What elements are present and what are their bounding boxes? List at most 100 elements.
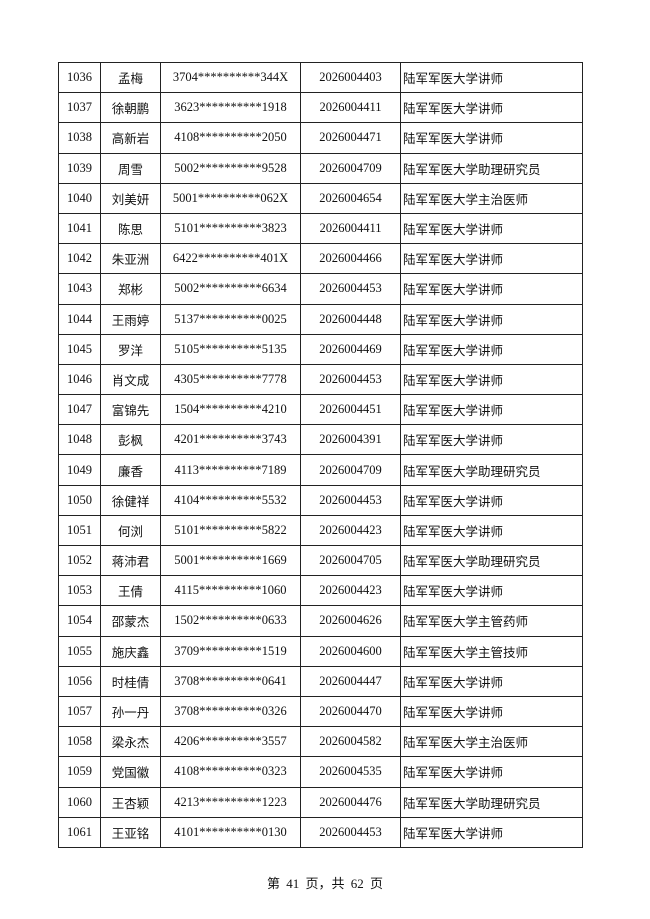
table-row: 1047 富锦先 1504**********4210 2026004451 陆军军医大… [58,394,583,426]
row-number-cell: 1041 [58,212,101,245]
name-cell: 何浏 [100,514,161,547]
name-cell: 廉香 [100,454,161,486]
name-cell: 高新岩 [100,122,161,154]
table-row: 1054 邵蒙杰 1502**********0633 2026004626 陆军军医大… [58,605,583,637]
row-number-cell: 1037 [58,92,101,124]
position-title-cell: 陆军军医大学讲师 [400,665,583,697]
position-title-cell: 陆军军医大学讲师 [400,303,583,335]
row-number-cell: 1043 [58,273,101,305]
page-footer: 第 41 页，共 62 页 [266,876,383,891]
position-title-cell: 陆军军医大学讲师 [400,424,583,456]
id-number-cell: 4101**********0130 [160,816,301,848]
position-code-cell: 2026004469 [300,333,401,365]
position-code-cell: 2026004476 [300,786,401,818]
name-cell: 周雪 [100,152,161,184]
position-code-cell: 2026004453 [300,484,401,516]
name-cell: 孙一丹 [100,695,161,728]
row-number-cell: 1042 [58,243,101,275]
position-title-cell: 陆军军医大学讲师 [400,484,583,516]
position-code-cell: 2026004471 [300,122,401,154]
name-cell: 王倩 [100,575,161,607]
name-cell: 罗洋 [100,333,161,365]
position-code-cell: 2026004709 [300,152,401,184]
table-row: 1038 高新岩 4108**********2050 2026004471 陆军军医大… [58,122,583,154]
position-code-cell: 2026004403 [300,61,401,94]
position-code-cell: 2026004470 [300,695,401,728]
row-number-cell: 1039 [58,152,101,184]
position-title-cell: 陆军军医大学助理研究员 [400,152,583,184]
position-code-cell: 2026004626 [300,605,401,637]
id-number-cell: 3708**********0326 [160,695,301,728]
row-number-cell: 1059 [58,756,101,788]
row-number-cell: 1050 [58,484,101,516]
id-number-cell: 4108**********0323 [160,756,301,788]
name-cell: 肖文成 [100,363,161,396]
name-cell: 王雨婷 [100,303,161,335]
position-title-cell: 陆军军医大学讲师 [400,816,583,848]
name-cell: 党国徽 [100,756,161,788]
position-title-cell: 陆军军医大学主治医师 [400,182,583,214]
row-number-cell: 1052 [58,544,101,577]
position-title-cell: 陆军军医大学讲师 [400,92,583,124]
name-cell: 彭枫 [100,424,161,456]
position-code-cell: 2026004448 [300,303,401,335]
id-number-cell: 3709**********1519 [160,635,301,667]
table-row: 1041 陈思 5101**********3823 2026004411 陆军军医大学… [58,212,583,245]
table-row: 1057 孙一丹 3708**********0326 2026004470 陆军军医大… [58,695,583,728]
position-title-cell: 陆军军医大学讲师 [400,363,583,396]
table-row: 1046 肖文成 4305**********7778 2026004453 陆军军医大… [58,363,583,396]
name-cell: 施庆鑫 [100,635,161,667]
name-cell: 陈思 [100,212,161,245]
position-title-cell: 陆军军医大学主管技师 [400,635,583,667]
position-code-cell: 2026004411 [300,212,401,245]
table-row: 1056 时桂倩 3708**********0641 2026004447 陆军军医大… [58,665,583,697]
table-row: 1040 刘美妍 5001**********062X 2026004654 陆军军医大… [58,182,583,214]
position-title-cell: 陆军军医大学讲师 [400,514,583,547]
row-number-cell: 1036 [58,61,101,94]
table-row: 1050 徐健祥 4104**********5532 2026004453 陆军军医大… [58,484,583,516]
id-number-cell: 6422**********401X [160,243,301,275]
position-title-cell: 陆军军医大学讲师 [400,212,583,245]
table-row: 1042 朱亚洲 6422**********401X 2026004466 陆军军医大… [58,243,583,275]
row-number-cell: 1046 [58,363,101,396]
name-cell: 王杏颖 [100,786,161,818]
id-number-cell: 4108**********2050 [160,122,301,154]
id-number-cell: 4113**********7189 [160,454,301,486]
id-number-cell: 3708**********0641 [160,665,301,697]
id-number-cell: 5101**********3823 [160,212,301,245]
row-number-cell: 1040 [58,182,101,214]
name-cell: 王亚铭 [100,816,161,848]
table-row: 1045 罗洋 5105**********5135 2026004469 陆军军医大学… [58,333,583,365]
position-code-cell: 2026004600 [300,635,401,667]
id-number-cell: 4305**********7778 [160,363,301,396]
name-cell: 郑彬 [100,273,161,305]
table-row: 1044 王雨婷 5137**********0025 2026004448 陆军军医大… [58,303,583,335]
table-row: 1037 徐朝鹏 3623**********1918 2026004411 陆军军医大… [58,92,583,124]
position-code-cell: 2026004705 [300,544,401,577]
position-code-cell: 2026004535 [300,756,401,788]
position-title-cell: 陆军军医大学讲师 [400,273,583,305]
table-row: 1048 彭枫 4201**********3743 2026004391 陆军军医大学… [58,424,583,456]
id-number-cell: 5137**********0025 [160,303,301,335]
position-code-cell: 2026004423 [300,575,401,607]
row-number-cell: 1049 [58,454,101,486]
id-number-cell: 1502**********0633 [160,605,301,637]
position-code-cell: 2026004453 [300,816,401,848]
id-number-cell: 5001**********062X [160,182,301,214]
table-row: 1053 王倩 4115**********1060 2026004423 陆军军医大学… [58,575,583,607]
position-title-cell: 陆军军医大学主治医师 [400,726,583,758]
row-number-cell: 1038 [58,122,101,154]
id-number-cell: 5002**********9528 [160,152,301,184]
position-code-cell: 2026004423 [300,514,401,547]
row-number-cell: 1061 [58,816,101,848]
row-number-cell: 1048 [58,424,101,456]
row-number-cell: 1055 [58,635,101,667]
position-title-cell: 陆军军医大学讲师 [400,394,583,426]
table-body: 1036 孟梅 3704**********344X 2026004403 陆军军医大学… [58,61,583,848]
position-code-cell: 2026004654 [300,182,401,214]
row-number-cell: 1044 [58,303,101,335]
table-row: 1043 郑彬 5002**********6634 2026004453 陆军军医大学… [58,273,583,305]
name-cell: 时桂倩 [100,665,161,697]
name-cell: 刘美妍 [100,182,161,214]
position-code-cell: 2026004447 [300,665,401,697]
